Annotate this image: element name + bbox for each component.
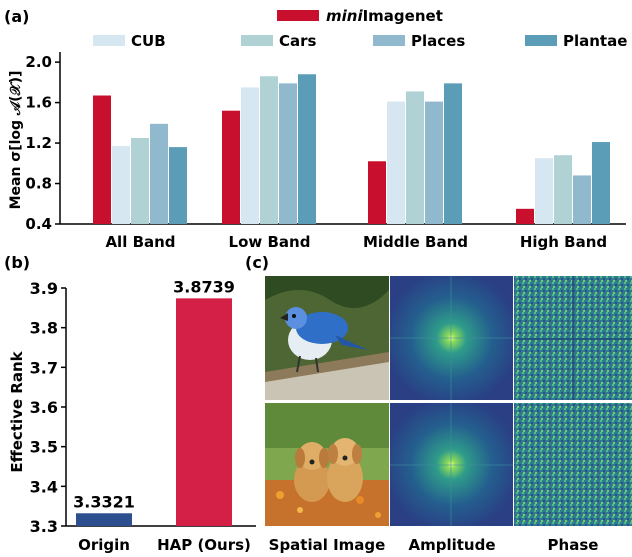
panel-a-ytick-label: 0.8 [25, 175, 52, 193]
bar-plantae-all-band [169, 147, 187, 224]
panel-a-ytick-label: 1.6 [25, 94, 52, 112]
panel-c-label: (c) [245, 253, 269, 272]
panel-b-ytick-label: 3.4 [30, 477, 58, 496]
bar-cub-all-band [112, 146, 130, 224]
bar-cub-high-band [535, 158, 553, 224]
panel-a-xtick-high-band: High Band [520, 233, 607, 251]
bar-origin [76, 513, 132, 526]
legend-label-cars: Cars [279, 32, 317, 50]
legend-swatch-cars [241, 35, 273, 46]
bar-places-all-band [150, 124, 168, 224]
bar-places-high-band [573, 175, 591, 224]
panel-b-ylabel: Effective Rank [8, 350, 26, 472]
bar-cars-low-band [260, 76, 278, 224]
bar-plantae-low-band [298, 74, 316, 224]
panel-a-ytick-label: 0.4 [25, 215, 52, 233]
panel-b-xtick-hap-ours: HAP (Ours) [157, 536, 251, 554]
bar-cars-high-band [554, 155, 572, 224]
bar-miniimagenet-all-band [93, 96, 111, 224]
panel-a-legend: miniImagenet CUB Cars Places Plantae [93, 7, 627, 50]
bar-cars-all-band [131, 138, 149, 224]
panel-a-ytick-label: 2.0 [25, 53, 52, 71]
caption-phase: Phase [548, 536, 599, 554]
panel-a-ytick-label: 1.2 [25, 134, 52, 152]
spatial-image-puppies [265, 403, 389, 526]
panel-b-ytick-label: 3.6 [30, 398, 58, 417]
panel-b-ytick-label: 3.8 [30, 319, 58, 338]
legend-label-cub: CUB [131, 32, 166, 50]
panel-a-chart: 0.4 0.8 1.2 1.6 2.0 All Band Low Band Middle Ba… [25, 52, 626, 251]
panel-a-xtick-middle-band: Middle Band [363, 233, 468, 251]
panel-b-ytick-label: 3.9 [30, 279, 58, 298]
panel-b-ytick-label: 3.3 [30, 517, 58, 536]
value-label-hap-ours: 3.8739 [173, 277, 235, 296]
panel-a-xtick-all-band: All Band [105, 233, 175, 251]
caption-amplitude: Amplitude [408, 536, 495, 554]
caption-spatial-image: Spatial Image [269, 536, 386, 554]
panel-b-ytick-label: 3.7 [30, 358, 58, 377]
bar-cars-middle-band [406, 91, 424, 224]
panel-b-ytick-label: 3.5 [30, 438, 58, 457]
bar-miniimagenet-high-band [516, 209, 534, 224]
bar-plantae-high-band [592, 142, 610, 224]
bar-places-low-band [279, 83, 297, 224]
legend-label-plantae: Plantae [563, 32, 627, 50]
panel-b-xtick-origin: Origin [78, 536, 130, 554]
panel-b-chart: 3.3 3.4 3.5 3.6 3.7 3.8 3.9 3.3321 Origin 3.8739 H… [30, 277, 256, 554]
bar-miniimagenet-low-band [222, 111, 240, 224]
bar-cub-low-band [241, 87, 259, 224]
value-label-origin: 3.3321 [73, 492, 135, 511]
panel-a-xtick-low-band: Low Band [229, 233, 311, 251]
panel-a-ylabel: Mean σ[log 𝒜(𝒳)] [8, 71, 24, 210]
panel-a-label: (a) [4, 7, 29, 26]
panel-b-label: (b) [4, 253, 30, 272]
bar-places-middle-band [425, 102, 443, 224]
bar-plantae-middle-band [444, 83, 462, 224]
legend-swatch-places [373, 35, 405, 46]
legend-swatch-cub [93, 35, 125, 46]
spatial-image-bluejay [265, 276, 389, 400]
bar-cub-middle-band [387, 102, 405, 224]
bar-hap-ours [176, 298, 232, 526]
legend-swatch-plantae [525, 35, 557, 46]
legend-label-miniimagenet: miniImagenet [326, 7, 443, 25]
phase-spectrum-puppies [514, 403, 632, 526]
bar-miniimagenet-middle-band [368, 161, 386, 224]
legend-swatch-miniimagenet [277, 10, 319, 21]
legend-label-places: Places [411, 32, 465, 50]
